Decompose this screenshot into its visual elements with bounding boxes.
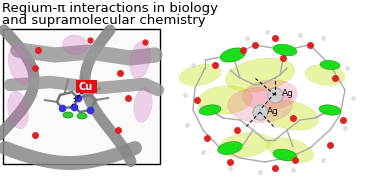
Text: Ag: Ag [282,90,294,98]
Ellipse shape [218,142,242,154]
Ellipse shape [262,100,319,130]
Ellipse shape [228,88,293,122]
Bar [3,29,160,164]
Ellipse shape [130,41,150,79]
Ellipse shape [63,112,73,118]
Text: Ag: Ag [267,107,279,115]
FancyBboxPatch shape [76,79,96,93]
Ellipse shape [199,105,221,115]
Ellipse shape [62,35,87,55]
Ellipse shape [8,45,32,84]
Ellipse shape [77,113,87,119]
Ellipse shape [273,149,297,161]
Ellipse shape [266,138,313,162]
Text: and supramolecular chemistry: and supramolecular chemistry [2,14,206,27]
Ellipse shape [320,61,340,70]
Ellipse shape [225,58,294,92]
Ellipse shape [198,86,253,114]
Ellipse shape [8,91,28,129]
Ellipse shape [305,65,345,85]
Ellipse shape [220,48,246,62]
Ellipse shape [243,80,297,110]
Text: Cu: Cu [79,82,93,92]
Text: Regium-π interactions in biology: Regium-π interactions in biology [2,2,218,15]
Ellipse shape [319,105,341,115]
Ellipse shape [179,64,221,86]
Ellipse shape [273,44,297,56]
Ellipse shape [219,133,271,157]
Ellipse shape [134,88,152,122]
